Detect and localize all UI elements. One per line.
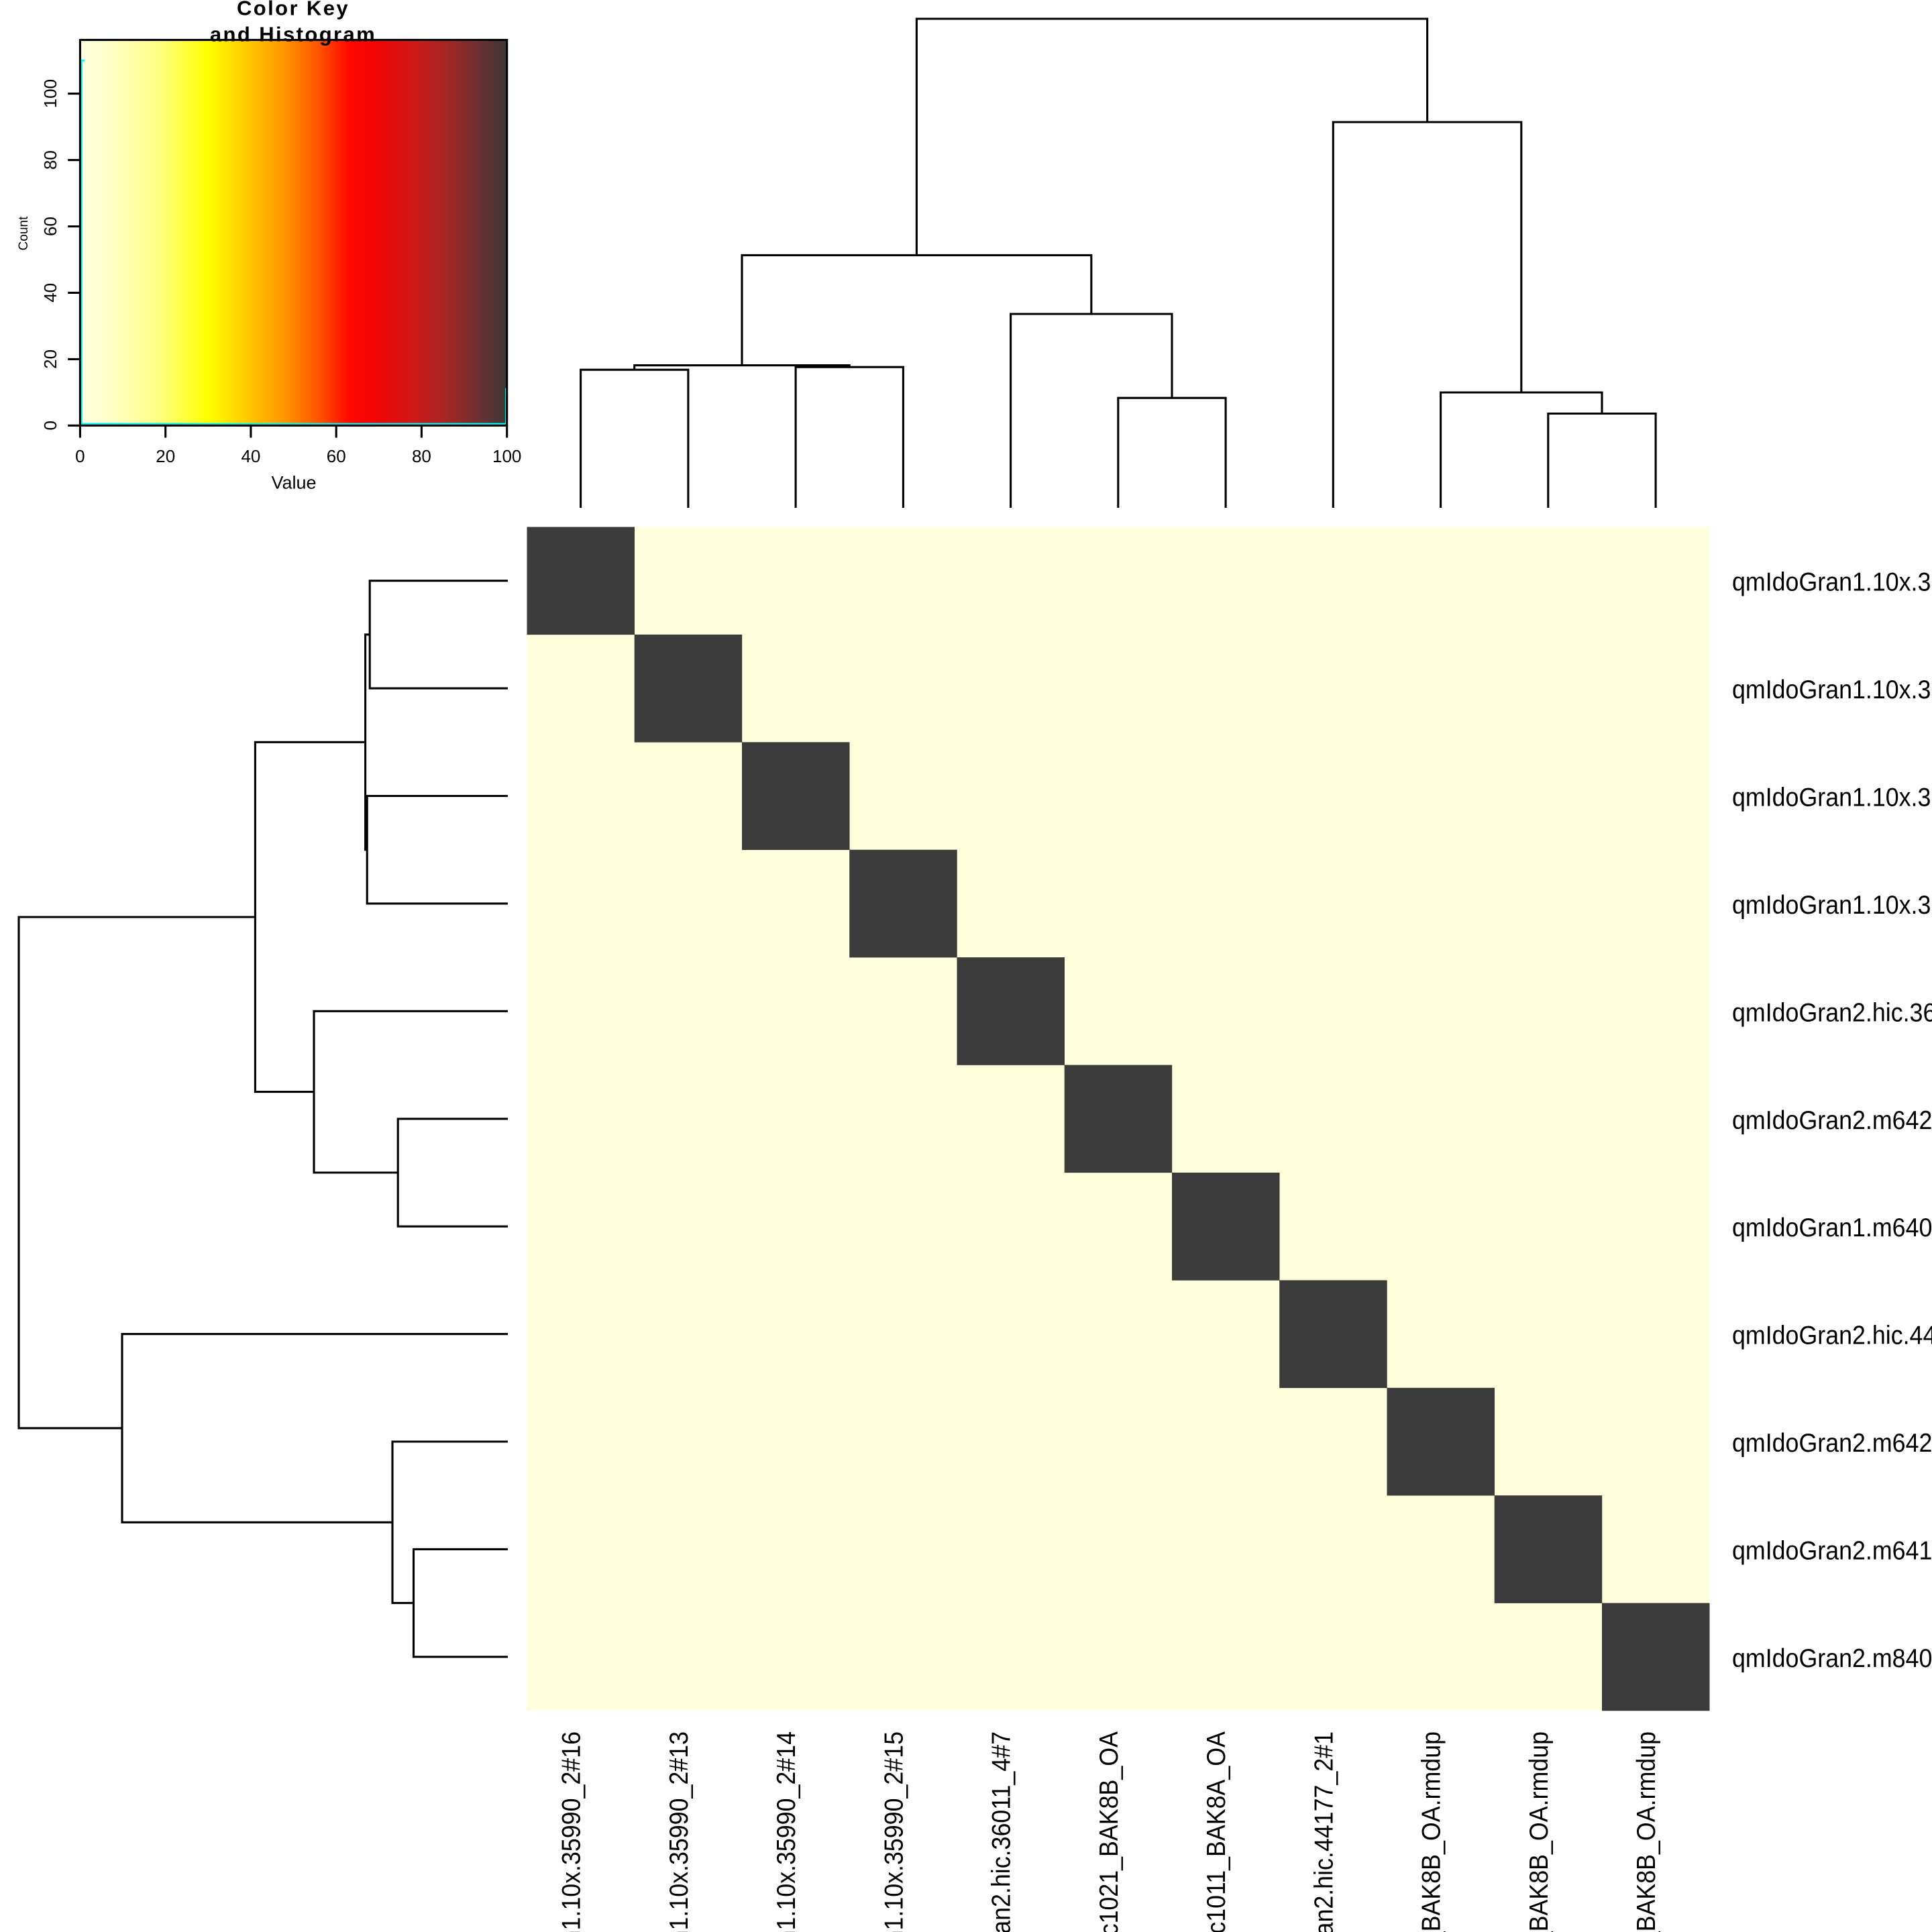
svg-text:Color Key: Color Key [237, 0, 350, 20]
svg-text:qmIdoGran1.10x.35990_2#14: qmIdoGran1.10x.35990_2#14 [1732, 782, 1932, 811]
svg-text:qmIdoGran1.10x.35990_2#13: qmIdoGran1.10x.35990_2#13 [1732, 675, 1932, 704]
svg-text:qmIdoGran2.m64243_bc1021_BAK8B: qmIdoGran2.m64243_bc1021_BAK8B_OA [1094, 1731, 1123, 1932]
svg-text:qmIdoGran2.m64243_bc1021_BAK8B: qmIdoGran2.m64243_bc1021_BAK8B_OA [1732, 1106, 1932, 1134]
svg-text:qmIdoGran2.hic.36011_4#7: qmIdoGran2.hic.36011_4#7 [1732, 998, 1932, 1026]
svg-text:and Histogram: and Histogram [210, 23, 376, 46]
svg-text:0: 0 [75, 446, 85, 466]
svg-text:qmIdoGran2.m84088_BAK8B_OA.rmd: qmIdoGran2.m84088_BAK8B_OA.rmdup [1732, 1644, 1932, 1672]
svg-text:qmIdoGran2.m64222_BAK8B_OA.rmd: qmIdoGran2.m64222_BAK8B_OA.rmdup [1732, 1428, 1932, 1457]
svg-text:Value: Value [271, 473, 316, 493]
svg-text:qmIdoGran2.m64222_BAK8B_OA.rmd: qmIdoGran2.m64222_BAK8B_OA.rmdup [1416, 1731, 1445, 1932]
svg-text:100: 100 [40, 79, 60, 108]
svg-text:40: 40 [40, 283, 60, 303]
svg-text:qmIdoGran2.hic.44177_2#1: qmIdoGran2.hic.44177_2#1 [1309, 1731, 1338, 1932]
svg-text:0: 0 [40, 421, 60, 430]
svg-text:20: 20 [156, 446, 175, 466]
svg-text:40: 40 [241, 446, 260, 466]
svg-text:qmIdoGran1.m64049_bc1011_BAK8A: qmIdoGran1.m64049_bc1011_BAK8A_OA [1201, 1731, 1230, 1932]
svg-text:qmIdoGran1.m64049_bc1011_BAK8A: qmIdoGran1.m64049_bc1011_BAK8A_OA [1732, 1213, 1932, 1242]
svg-text:qmIdoGran1.10x.35990_2#16: qmIdoGran1.10x.35990_2#16 [1732, 567, 1932, 596]
svg-text:qmIdoGran2.m64178_BAK8B_OA.rmd: qmIdoGran2.m64178_BAK8B_OA.rmdup [1732, 1536, 1932, 1564]
svg-text:Count: Count [17, 216, 31, 250]
svg-text:qmIdoGran2.m84088_BAK8B_OA.rmd: qmIdoGran2.m84088_BAK8B_OA.rmdup [1631, 1731, 1660, 1932]
svg-text:qmIdoGran2.hic.44177_2#1: qmIdoGran2.hic.44177_2#1 [1732, 1320, 1932, 1349]
svg-text:qmIdoGran1.10x.35990_2#13: qmIdoGran1.10x.35990_2#13 [664, 1731, 693, 1932]
svg-text:qmIdoGran1.10x.35990_2#15: qmIdoGran1.10x.35990_2#15 [879, 1731, 908, 1932]
svg-text:60: 60 [40, 217, 60, 236]
svg-text:20: 20 [40, 350, 60, 369]
svg-text:80: 80 [40, 150, 60, 170]
svg-text:qmIdoGran1.10x.35990_2#16: qmIdoGran1.10x.35990_2#16 [556, 1731, 585, 1932]
svg-text:80: 80 [412, 446, 431, 466]
svg-text:qmIdoGran2.m64178_BAK8B_OA.rmd: qmIdoGran2.m64178_BAK8B_OA.rmdup [1524, 1731, 1553, 1932]
svg-text:qmIdoGran2.hic.36011_4#7: qmIdoGran2.hic.36011_4#7 [986, 1731, 1015, 1932]
svg-text:qmIdoGran1.10x.35990_2#15: qmIdoGran1.10x.35990_2#15 [1732, 890, 1932, 919]
svg-text:60: 60 [327, 446, 346, 466]
svg-text:100: 100 [492, 446, 521, 466]
svg-text:qmIdoGran1.10x.35990_2#14: qmIdoGran1.10x.35990_2#14 [771, 1731, 800, 1932]
